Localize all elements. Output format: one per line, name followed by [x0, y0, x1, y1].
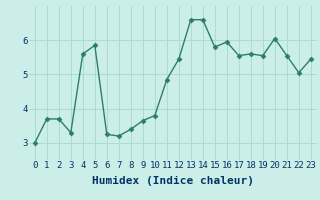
X-axis label: Humidex (Indice chaleur): Humidex (Indice chaleur) [92, 176, 254, 186]
